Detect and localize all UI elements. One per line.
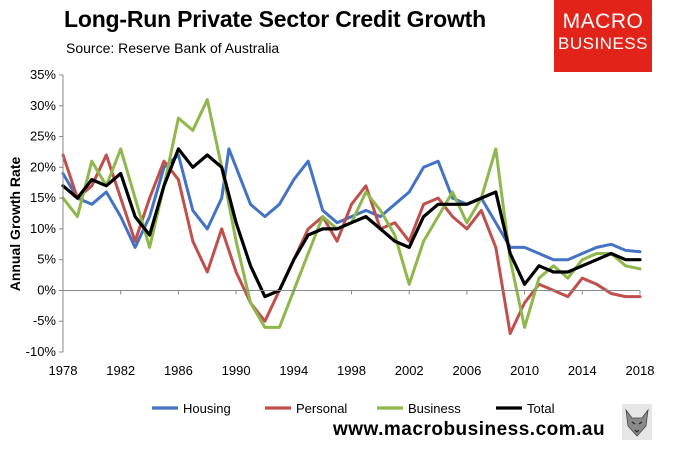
legend: Housing Personal Business Total <box>152 401 555 416</box>
x-tick-label: 1982 <box>106 363 135 378</box>
series-layer <box>61 98 642 335</box>
x-tick-label: 2006 <box>452 363 481 378</box>
x-tick-label: 2018 <box>626 363 655 378</box>
x-tick-label: 2014 <box>568 363 597 378</box>
logo-line-1: MACRO <box>562 10 644 33</box>
logo-line-2: BUSINESS <box>558 34 648 53</box>
chart-title: Long-Run Private Sector Credit Growth <box>64 6 486 32</box>
macrobusiness-logo: MACRO BUSINESS <box>554 0 652 72</box>
footer-url[interactable]: www.macrobusiness.com.au <box>333 419 606 440</box>
fox-mascot-icon <box>622 404 652 440</box>
legend-item-personal: Personal <box>265 401 347 416</box>
y-tick-label: 5% <box>37 252 56 267</box>
x-tick-label: 1998 <box>337 363 366 378</box>
x-tick-label: 1978 <box>49 363 78 378</box>
x-tick-label: 2010 <box>510 363 539 378</box>
y-tick-label: 15% <box>30 190 56 205</box>
axis-layer: 35% 30% 25% 20% 15% 10% 5% 0% -5% -10% 1978 1982 198… <box>26 67 655 378</box>
y-tick-label: 0% <box>37 282 56 297</box>
y-tick-label: 10% <box>30 221 56 236</box>
x-tick-label: 2002 <box>395 363 424 378</box>
y-tick-label: 25% <box>30 129 56 144</box>
x-tick-label: 1994 <box>279 363 308 378</box>
y-axis-label: Annual Growth Rate <box>7 157 23 292</box>
series-line-total <box>61 147 642 299</box>
series-line-personal <box>61 153 642 335</box>
legend-item-business: Business <box>377 401 461 416</box>
y-tick-label: -10% <box>26 344 57 359</box>
legend-item-housing: Housing <box>152 401 231 416</box>
y-tick-label: 30% <box>30 98 56 113</box>
legend-item-total: Total <box>496 401 555 416</box>
legend-label: Housing <box>183 401 231 416</box>
legend-label: Personal <box>296 401 347 416</box>
x-tick-label: 1990 <box>222 363 251 378</box>
y-tick-label: 35% <box>30 67 56 82</box>
legend-label: Total <box>527 401 555 416</box>
x-tick-label: 1986 <box>164 363 193 378</box>
chart-source: Source: Reserve Bank of Australia <box>66 40 280 56</box>
legend-label: Business <box>408 401 461 416</box>
y-tick-label: 20% <box>30 159 56 174</box>
y-tick-label: -5% <box>33 313 57 328</box>
